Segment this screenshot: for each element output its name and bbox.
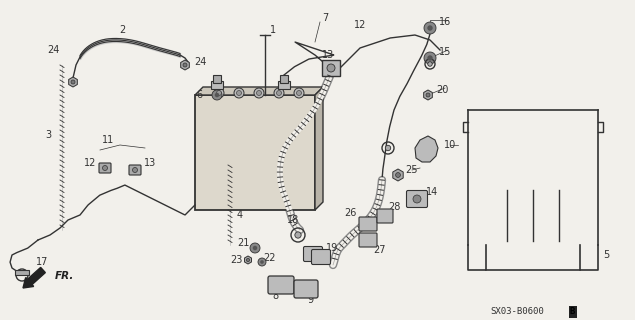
Text: SX03-B0600: SX03-B0600 [490,308,544,316]
Circle shape [427,55,432,61]
Text: 12: 12 [84,158,96,168]
Circle shape [254,88,264,98]
Polygon shape [424,90,432,100]
Circle shape [246,259,250,262]
Circle shape [385,145,391,151]
Circle shape [297,91,302,95]
Text: 8: 8 [272,291,278,301]
FancyBboxPatch shape [129,165,141,175]
Circle shape [274,88,284,98]
FancyBboxPatch shape [322,60,340,76]
Circle shape [257,91,262,95]
Text: 5: 5 [603,250,609,260]
FancyBboxPatch shape [359,233,377,247]
Text: 20: 20 [436,85,448,95]
Circle shape [396,172,401,177]
Text: B: B [570,308,575,316]
Text: 12: 12 [354,20,366,30]
Text: 14: 14 [426,187,438,197]
Polygon shape [315,87,323,210]
Circle shape [276,91,281,95]
Text: 1: 1 [270,25,276,35]
Text: 27: 27 [374,245,386,255]
Circle shape [215,93,219,97]
Circle shape [71,80,75,84]
Text: 13: 13 [144,158,156,168]
Text: 18: 18 [287,215,299,225]
Text: 17: 17 [36,257,48,267]
Circle shape [214,88,224,98]
FancyArrow shape [23,268,45,288]
Circle shape [260,260,264,264]
Bar [280,75,288,83]
Bar [278,81,290,89]
Circle shape [102,165,107,171]
Circle shape [428,62,432,66]
FancyBboxPatch shape [15,270,29,275]
FancyBboxPatch shape [99,163,111,173]
Text: 9: 9 [307,295,313,305]
Text: 28: 28 [388,202,400,212]
Text: 6: 6 [196,90,202,100]
Circle shape [327,64,335,72]
Circle shape [294,88,304,98]
Text: 21: 21 [237,238,249,248]
Text: 25: 25 [406,165,418,175]
Circle shape [413,195,421,203]
Circle shape [234,88,244,98]
Circle shape [253,246,257,250]
Text: 4: 4 [237,210,243,220]
Polygon shape [393,169,403,181]
Circle shape [133,167,138,172]
FancyBboxPatch shape [359,217,377,231]
Polygon shape [415,136,438,162]
Text: 2: 2 [119,25,125,35]
FancyBboxPatch shape [406,190,427,207]
FancyBboxPatch shape [304,246,323,261]
Bar [213,75,221,83]
Circle shape [424,22,436,34]
Polygon shape [69,77,77,87]
Circle shape [295,232,301,238]
FancyBboxPatch shape [377,209,393,223]
Text: 23: 23 [230,255,242,265]
Text: 10: 10 [444,140,456,150]
Text: 11: 11 [102,135,114,145]
Text: 3: 3 [45,130,51,140]
FancyBboxPatch shape [312,250,330,265]
Text: 26: 26 [344,208,356,218]
Circle shape [258,258,266,266]
Text: 19: 19 [326,243,338,253]
Circle shape [236,91,241,95]
Text: 24: 24 [194,57,206,67]
Circle shape [427,25,432,31]
Bar [195,95,315,210]
Text: 24: 24 [47,45,59,55]
Polygon shape [244,256,251,264]
Text: 7: 7 [322,13,328,23]
Text: 22: 22 [264,253,276,263]
Polygon shape [181,60,189,70]
Circle shape [250,243,260,253]
Bar [211,81,223,89]
Circle shape [426,93,430,97]
FancyBboxPatch shape [294,280,318,298]
Polygon shape [195,87,323,95]
Text: 13: 13 [322,50,334,60]
Text: 16: 16 [439,17,451,27]
Text: 15: 15 [439,47,451,57]
Circle shape [212,90,222,100]
Circle shape [217,91,222,95]
Circle shape [424,52,436,64]
Text: FR.: FR. [55,271,74,281]
Circle shape [183,63,187,67]
FancyBboxPatch shape [268,276,294,294]
